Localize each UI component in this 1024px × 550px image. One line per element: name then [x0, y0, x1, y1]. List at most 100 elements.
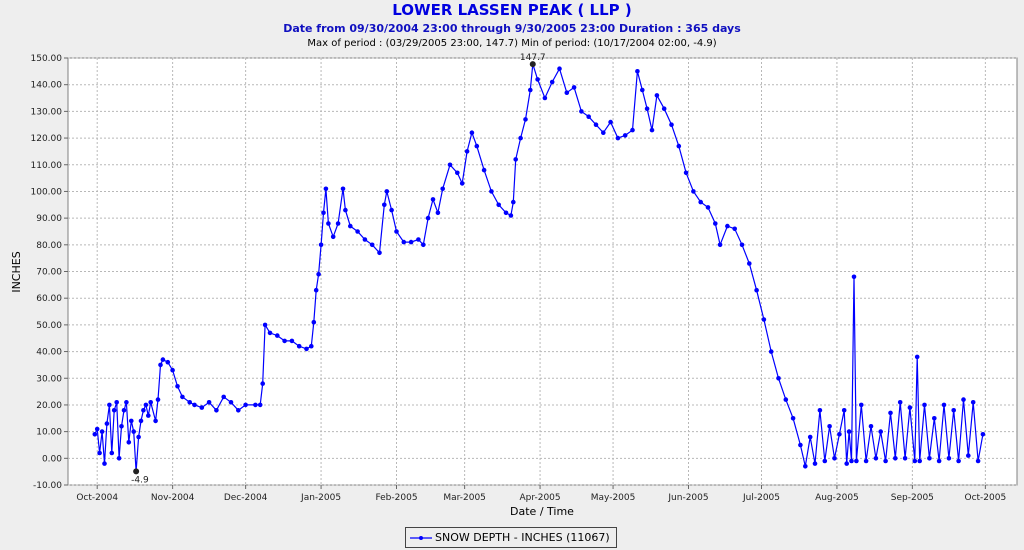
data-point [946, 456, 952, 461]
data-point [761, 317, 767, 322]
x-tick-label: Nov-2004 [151, 493, 195, 503]
data-point [160, 357, 166, 362]
data-series [92, 61, 986, 474]
data-point [155, 397, 161, 402]
data-point [192, 402, 197, 408]
data-point [732, 226, 737, 232]
data-point [496, 202, 502, 208]
x-tick-label: May-2005 [591, 493, 636, 503]
data-point [542, 95, 548, 101]
legend: SNOW DEPTH - INCHES (11067) [405, 527, 617, 548]
data-point [970, 400, 976, 405]
data-point [508, 213, 514, 218]
data-point [783, 397, 789, 402]
x-tick-label: Jun-2005 [667, 493, 708, 503]
data-point [691, 189, 696, 194]
data-point [863, 458, 869, 464]
data-point [474, 143, 480, 149]
data-point [311, 319, 317, 325]
data-point [868, 424, 874, 429]
data-point [798, 442, 803, 448]
data-point [408, 239, 414, 245]
data-point [111, 408, 117, 413]
legend-line-swatch [410, 535, 432, 540]
data-point [228, 400, 234, 405]
data-point [97, 450, 102, 456]
y-tick-label: 60.00 [36, 294, 62, 304]
data-point [121, 408, 127, 413]
data-point [669, 122, 674, 127]
y-tick-label: 30.00 [36, 374, 62, 384]
data-point [713, 221, 718, 226]
data-point [309, 343, 314, 349]
data-point [535, 77, 540, 82]
data-point [654, 93, 660, 98]
data-point [859, 402, 864, 408]
data-point [447, 162, 453, 168]
data-point [459, 181, 465, 186]
data-point [384, 189, 390, 194]
data-point [323, 186, 329, 192]
data-point [143, 402, 149, 408]
data-point [119, 424, 124, 429]
y-tick-label: -10.00 [33, 481, 62, 491]
data-point [389, 207, 394, 213]
data-point [640, 87, 645, 93]
data-point [754, 287, 759, 293]
chart-subtitle: Date from 09/30/2004 23:00 through 9/30/… [283, 22, 741, 35]
data-point [528, 87, 533, 93]
data-point [725, 223, 730, 229]
data-point [912, 458, 918, 464]
data-point [180, 394, 185, 400]
chart-period-stats: Max of period : (03/29/2005 23:00, 147.7… [307, 38, 717, 49]
data-point [377, 250, 382, 256]
data-point [608, 119, 613, 125]
x-tick-label: Jul-2005 [742, 493, 780, 503]
data-point [221, 394, 226, 400]
data-point [932, 416, 937, 421]
data-point [124, 400, 129, 405]
data-point [907, 405, 913, 410]
data-point [557, 66, 562, 71]
data-point [326, 221, 331, 226]
data-point [141, 408, 146, 413]
data-point [489, 189, 494, 194]
data-point [382, 202, 387, 208]
x-tick-label: Mar-2005 [443, 493, 486, 503]
data-point [425, 215, 431, 221]
data-point [849, 458, 854, 464]
x-tick-label: Sep-2005 [891, 493, 934, 503]
data-point [615, 135, 621, 141]
data-point [416, 237, 421, 242]
data-point [262, 322, 268, 328]
data-point [961, 397, 966, 402]
data-point [980, 432, 986, 437]
data-point [236, 408, 241, 413]
data-point [335, 221, 341, 226]
data-point [676, 143, 682, 149]
data-point [747, 261, 752, 266]
chart-title: LOWER LASSEN PEAK ( LLP ) [392, 1, 632, 19]
plot-background [67, 57, 1018, 486]
x-tick-label: Dec-2004 [224, 493, 268, 503]
data-point [214, 408, 219, 413]
data-point [136, 434, 141, 440]
data-point [158, 362, 163, 368]
data-point [649, 127, 655, 133]
data-point [966, 453, 971, 458]
y-tick-label: 130.00 [31, 107, 63, 117]
x-axis-label: Date / Time [510, 505, 574, 518]
annotations: 147.7 -4.9 [131, 53, 546, 485]
data-point [844, 461, 849, 466]
data-point [267, 330, 273, 336]
x-tick-label: Oct-2004 [76, 493, 118, 503]
data-point [586, 114, 591, 119]
y-tick-label: 40.00 [36, 348, 62, 358]
data-point [579, 109, 584, 114]
x-tick-label: Apr-2005 [519, 493, 560, 503]
data-point [922, 402, 927, 408]
data-point [109, 450, 115, 456]
data-point [253, 402, 258, 408]
data-point [129, 418, 134, 424]
